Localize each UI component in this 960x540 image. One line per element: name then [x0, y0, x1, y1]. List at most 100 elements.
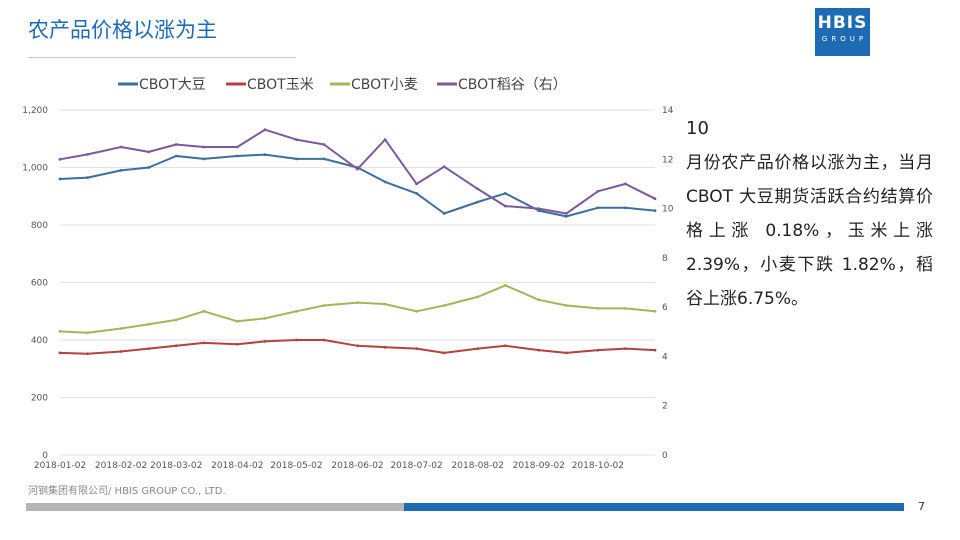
- x-axis-tick-label: 2018-01-02: [34, 461, 86, 471]
- data-point: [322, 304, 326, 307]
- data-point: [442, 351, 446, 355]
- commentary-body: 月份农产品价格以涨为主，当月 CBOT 大豆期货活跃合约结算价格上涨 0.18%…: [686, 153, 933, 309]
- data-point: [537, 298, 541, 302]
- data-point: [383, 138, 387, 141]
- left-axis-ticks: 0 200 400 600 800 1,000 1,200: [22, 106, 48, 461]
- data-point: [383, 302, 387, 306]
- data-point: [537, 207, 541, 211]
- chart-legend: CBOT大豆 CBOT玉米 CBOT小麦 CBOT稻谷（右）: [118, 77, 567, 93]
- data-point: [596, 189, 600, 193]
- data-point: [147, 150, 151, 154]
- legend-item: CBOT大豆: [139, 77, 206, 93]
- data-point: [119, 327, 123, 330]
- data-point: [174, 154, 178, 158]
- left-axis-tick-label: 1,200: [22, 106, 48, 116]
- data-point: [596, 206, 600, 210]
- data-point: [86, 153, 89, 156]
- legend-item: CBOT玉米: [247, 77, 314, 93]
- x-axis-tick-label: 2018-09-02: [513, 461, 565, 471]
- data-point: [503, 344, 507, 348]
- data-point: [476, 187, 480, 191]
- data-point: [263, 153, 267, 156]
- data-point: [235, 342, 239, 346]
- data-point: [653, 309, 657, 313]
- footer-company: 河钢集团有限公司/ HBIS GROUP CO., LTD.: [28, 486, 226, 497]
- data-point: [415, 182, 418, 186]
- data-point: [356, 167, 359, 171]
- data-point: [537, 209, 541, 213]
- right-axis-tick-label: 8: [662, 254, 668, 264]
- page-title: 农产品价格以涨为主: [28, 18, 217, 42]
- data-point: [476, 200, 480, 204]
- data-point: [564, 351, 568, 355]
- title-divider: [28, 57, 296, 58]
- data-point: [295, 309, 298, 313]
- right-axis-tick-label: 0: [662, 451, 668, 461]
- data-point: [202, 145, 206, 149]
- legend-item: CBOT稻谷（右）: [458, 77, 567, 93]
- data-point: [174, 318, 178, 322]
- logo-text: HBIS: [817, 13, 868, 33]
- data-point: [596, 307, 600, 310]
- data-point: [476, 295, 480, 299]
- data-point: [86, 176, 89, 179]
- data-point: [58, 351, 62, 355]
- data-point: [653, 348, 657, 352]
- logo-subtext: GROUP: [821, 35, 868, 43]
- data-point: [356, 301, 359, 304]
- data-point: [503, 204, 507, 208]
- commentary: 10 月份农产品价格以涨为主，当月 CBOT 大豆期货活跃合约结算价格上涨 0.…: [686, 112, 933, 316]
- x-axis-tick-label: 2018-04-02: [211, 461, 263, 471]
- price-line-chart: CBOT大豆 CBOT玉米 CBOT小麦 CBOT稻谷（右） 020040060080…: [22, 77, 674, 471]
- data-point: [263, 128, 267, 132]
- data-point: [58, 157, 62, 161]
- legend-item: CBOT小麦: [351, 77, 418, 93]
- data-point: [415, 347, 418, 350]
- data-point: [415, 192, 418, 195]
- series-line: [59, 153, 656, 218]
- data-point: [564, 212, 568, 215]
- data-point: [624, 206, 627, 210]
- x-axis-tick-label: 2018-06-02: [331, 461, 383, 471]
- data-point: [383, 180, 387, 184]
- left-axis-tick-label: 1,000: [22, 164, 48, 174]
- data-point: [263, 340, 267, 343]
- data-point: [174, 143, 178, 146]
- data-point: [202, 157, 206, 161]
- data-point: [442, 212, 446, 215]
- data-point: [503, 192, 507, 195]
- data-point: [119, 145, 123, 149]
- commentary-month: 10: [686, 118, 709, 139]
- data-point: [58, 330, 62, 333]
- right-axis-tick-label: 10: [662, 205, 674, 215]
- data-point: [235, 145, 239, 149]
- footer-bar-gray: [26, 503, 404, 511]
- series-line: [59, 128, 656, 215]
- data-point: [147, 347, 151, 350]
- data-point: [58, 177, 62, 181]
- hbis-logo: HBIS GROUP: [815, 8, 870, 56]
- series-line: [59, 284, 656, 334]
- data-point: [503, 284, 507, 287]
- right-axis-tick-label: 14: [662, 106, 674, 116]
- data-point: [295, 138, 298, 141]
- right-axis-tick-label: 6: [662, 303, 668, 313]
- right-axis-tick-label: 12: [662, 155, 673, 165]
- x-axis-tick-label: 2018-05-02: [270, 461, 322, 471]
- left-axis-tick-label: 0: [42, 451, 48, 461]
- data-point: [356, 344, 359, 348]
- page-number: 7: [918, 500, 925, 513]
- data-point: [322, 143, 326, 146]
- data-point: [235, 154, 239, 158]
- data-point: [86, 331, 89, 335]
- data-point: [653, 209, 657, 213]
- data-point: [442, 304, 446, 307]
- right-axis-tick-label: 4: [662, 352, 668, 362]
- x-axis-tick-label: 2018-02-02: [95, 461, 147, 471]
- data-point: [653, 197, 657, 201]
- data-point: [295, 338, 298, 342]
- data-point: [564, 304, 568, 307]
- data-point: [383, 345, 387, 349]
- chart-grid: [60, 109, 655, 456]
- data-point: [415, 309, 418, 313]
